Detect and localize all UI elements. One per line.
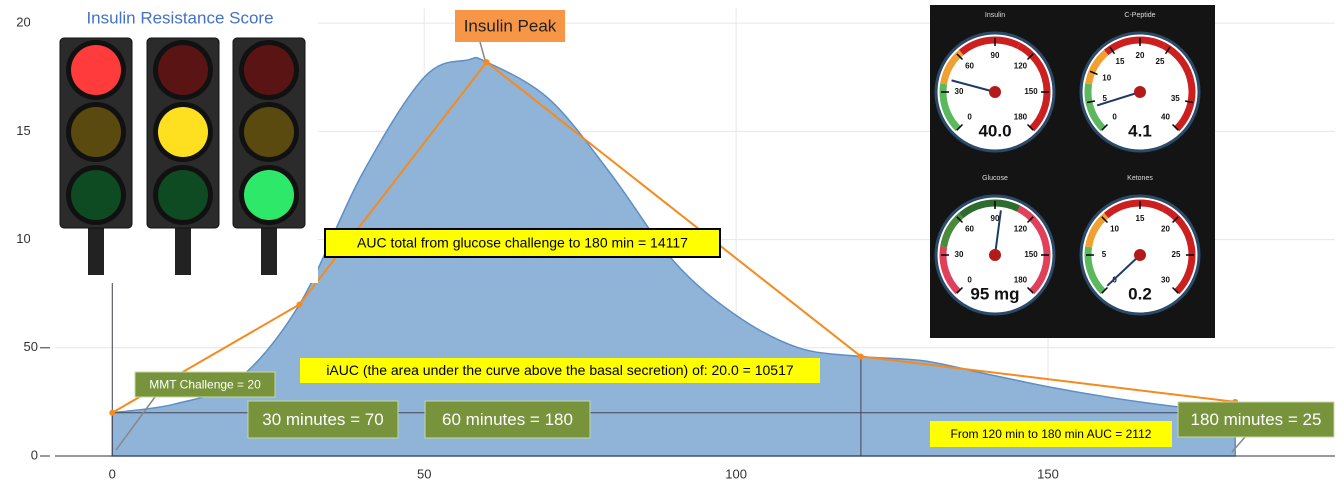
gauge-panel: Insulin030609012015018040.0C-Peptide0510… [930,5,1215,338]
gauge-hub [1134,86,1146,98]
gauge-name: Insulin [985,12,1005,19]
gauge-tick-label: 15 [1116,57,1125,66]
annotation: 30 minutes = 70 [262,410,383,429]
gauge-tick-label: 60 [965,62,974,71]
gauge-value: 40.0 [978,121,1011,140]
annotation: AUC total from glucose challenge to 180 … [357,235,688,251]
lamp [71,45,121,95]
lamp [158,107,208,157]
gauge-tick-label: 150 [1024,250,1038,259]
gauge-value: 0.2 [1128,284,1152,303]
gauge-value: 4.1 [1128,121,1152,140]
gauge-hub [989,86,1001,98]
annotation: 60 minutes = 180 [442,410,573,429]
lamp [71,107,121,157]
gauge-name: Ketones [1127,175,1153,182]
gauge-tick-label: 30 [1161,276,1170,285]
gauge-tick-label: 120 [1014,62,1028,71]
gauge-tick-label: 25 [1156,57,1165,66]
lamp [244,45,294,95]
annotation: Insulin Peak [464,16,557,35]
gauge-tick-label: 0 [967,276,972,285]
gauge-tick-label: 30 [955,87,964,96]
gauge-tick-label: 180 [1014,113,1028,122]
annotation: MMT Challenge = 20 [149,378,261,392]
y-tick-label: 0 [31,447,38,462]
lamp [158,45,208,95]
lamp [158,170,208,220]
pole [175,228,191,275]
point [858,353,864,359]
lamp [71,170,121,220]
gauge-hub [1134,249,1146,261]
traffic-lights: Insulin Resistance Score [30,0,318,283]
x-tick-label: 100 [725,466,747,481]
gauge-tick-label: 90 [991,51,1000,60]
image-title: Insulin Resistance Score [86,8,273,27]
gauge-tick-label: 25 [1172,250,1181,259]
point [296,302,302,308]
gauge-tick-label: 10 [1110,225,1119,234]
y-tick-label: 50 [24,339,38,354]
gauge-tick-label: 150 [1024,87,1038,96]
gauge-tick-label: 0 [1112,113,1117,122]
x-tick-label: 0 [109,466,116,481]
x-tick-label: 50 [417,466,431,481]
gauge-tick-label: 10 [1102,73,1111,82]
gauge-tick-label: 5 [1102,250,1107,259]
gauge-value: 95 mg [970,284,1019,303]
gauge-tick-label: 35 [1171,94,1180,103]
annotation: From 120 min to 180 min AUC = 2112 [951,427,1152,441]
page: 050100150200050100150Insulin PeakAUC tot… [0,0,1344,482]
pole [261,228,277,275]
annotation: iAUC (the area under the curve above the… [326,362,794,378]
lamp [244,170,294,220]
annotation: 180 minutes = 25 [1191,410,1322,429]
gauge-name: C-Peptide [1124,12,1155,19]
gauge-tick-label: 40 [1161,113,1170,122]
lamp [244,107,294,157]
point [109,410,115,416]
gauge-tick-label: 0 [967,113,972,122]
gauge-tick-label: 60 [965,225,974,234]
gauge-name: Glucose [982,175,1008,182]
gauge-tick-label: 120 [1014,225,1028,234]
gauge-tick-label: 20 [1136,51,1145,60]
gauge-tick-label: 180 [1014,276,1028,285]
gauge-hub [989,249,1001,261]
x-tick-label: 150 [1037,466,1059,481]
gauge-tick-label: 20 [1161,225,1170,234]
gauge-tick-label: 30 [955,250,964,259]
pole [88,228,104,275]
gauge-tick-label: 15 [1136,214,1145,223]
